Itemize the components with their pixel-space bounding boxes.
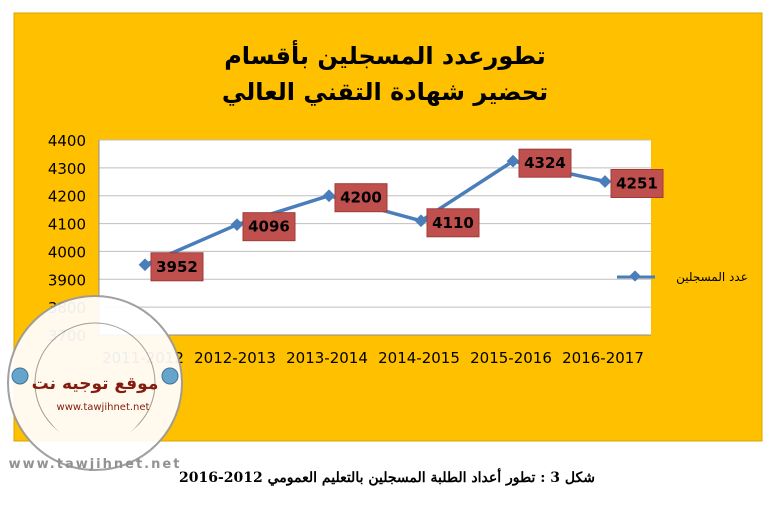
seal-center [40, 335, 150, 445]
data-label: 4110 [426, 208, 480, 238]
watermark-seal: موقع توجيه نت www.tawjihnet.net www.tawj… [7, 295, 183, 472]
data-label-box [426, 208, 480, 238]
data-label-box [150, 252, 204, 282]
data-point-marker [414, 214, 428, 228]
data-label: 3952 [150, 252, 204, 282]
y-tick-label: 4000 [48, 243, 86, 261]
data-label-box [518, 148, 572, 178]
seal-site-name: موقع توجيه نت [32, 374, 159, 394]
data-point-marker [138, 258, 152, 272]
chart-title-line-1: تطورعدد المسجلين بأقسام [224, 40, 546, 70]
x-tick-label: 2014-2015 [378, 349, 460, 367]
data-label: 4251 [610, 169, 664, 199]
data-label-box [242, 212, 296, 242]
y-tick-label: 4300 [48, 160, 86, 178]
chart-title-line-2: تحضير شهادة التقني العالي [222, 78, 548, 106]
y-tick-label: 4100 [48, 216, 86, 234]
data-label-group: 3952 4096 4200 4110 4324 4251 [150, 148, 664, 282]
data-label: 4324 [518, 148, 572, 178]
x-tick-label: 2013-2014 [286, 349, 368, 367]
seal-url: www.tawjihnet.net [57, 402, 150, 413]
data-point-marker [322, 189, 336, 203]
data-label-text: 4324 [524, 154, 566, 172]
figure-caption: شكل 3 : تطور أعداد الطلبة المسجلين بالتع… [179, 470, 595, 486]
data-point-marker [230, 218, 244, 232]
legend-marker-swatch [629, 270, 641, 282]
data-label-text: 4110 [432, 214, 474, 232]
y-tick-label: 4400 [48, 132, 86, 150]
data-label: 4200 [334, 183, 388, 213]
globe-icon [11, 367, 29, 385]
data-label-text: 3952 [156, 258, 198, 276]
data-label-box [610, 169, 664, 199]
x-tick-label: 2015-2016 [470, 349, 552, 367]
y-tick-label: 3900 [48, 271, 86, 289]
data-label: 4096 [242, 212, 296, 242]
legend-label: عدد المسجلين [676, 270, 748, 285]
legend: عدد المسجلين [617, 270, 748, 285]
x-tick-label: 2016-2017 [562, 349, 644, 367]
x-tick-label: 2012-2013 [194, 349, 276, 367]
data-label-box [334, 183, 388, 213]
data-label-text: 4200 [340, 189, 382, 207]
y-tick-label: 4200 [48, 188, 86, 206]
data-label-text: 4096 [248, 218, 290, 236]
data-label-text: 4251 [616, 175, 658, 193]
globe-icon [161, 367, 179, 385]
seal-ring-url: www.tawjihnet.net [9, 457, 182, 472]
